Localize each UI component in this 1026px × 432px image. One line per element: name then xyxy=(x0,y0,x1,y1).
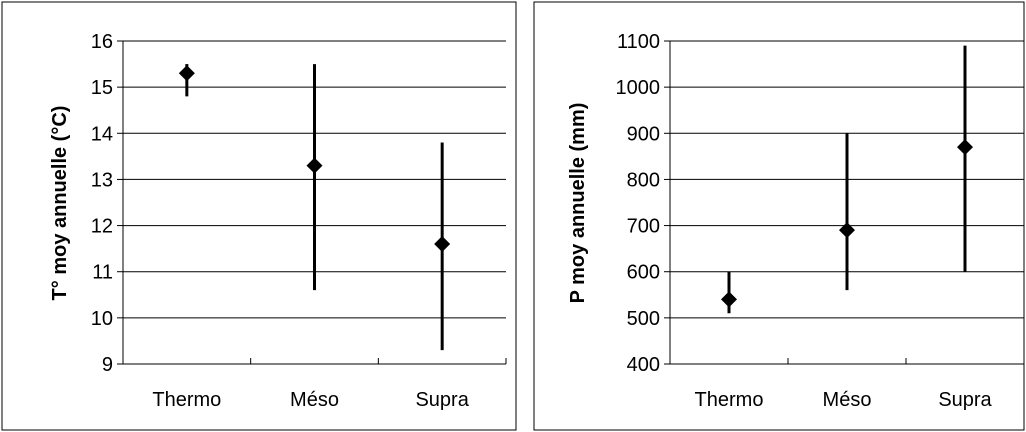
x-tick-labels: Thermo Méso Supra xyxy=(152,389,469,411)
range-marks xyxy=(178,64,451,351)
y-tick-label: 600 xyxy=(627,262,660,284)
x-tick-label: Supra xyxy=(415,389,469,411)
mean-marker xyxy=(178,65,195,82)
mean-marker xyxy=(839,222,855,239)
chart-precipitation: P moy annuelle (mm) 400 500 600 700 800 900 10… xyxy=(533,1,1025,431)
y-tick-label: 10 xyxy=(91,308,113,330)
x-tick-label: Méso xyxy=(290,389,339,411)
mean-marker xyxy=(306,157,323,174)
y-tick-label: 700 xyxy=(627,216,660,238)
y-tick-label: 9 xyxy=(102,354,113,376)
x-tick-labels: Thermo Méso Supra xyxy=(695,389,993,411)
x-tick-label: Méso xyxy=(823,389,872,411)
y-tick-labels: 9 10 11 12 13 14 15 16 xyxy=(91,31,113,376)
chart-frame xyxy=(1,1,517,431)
y-tick-label: 900 xyxy=(627,123,660,145)
axes xyxy=(664,40,1025,365)
y-tick-label: 12 xyxy=(91,216,113,238)
chart-frame xyxy=(533,1,1025,431)
y-tick-label: 13 xyxy=(91,169,113,191)
x-tick-label: Thermo xyxy=(152,389,221,411)
mean-marker xyxy=(957,139,973,156)
y-tick-label: 1100 xyxy=(617,31,660,53)
range-marks xyxy=(721,45,973,314)
y-tick-label: 1000 xyxy=(616,77,661,99)
y-tick-label: 500 xyxy=(627,308,660,330)
mean-marker xyxy=(434,236,451,253)
y-tick-label: 11 xyxy=(92,262,113,284)
y-tick-label: 14 xyxy=(91,123,113,145)
axes xyxy=(117,40,507,365)
y-tick-label: 15 xyxy=(91,77,113,99)
y-axis-title: P moy annuelle (mm) xyxy=(567,103,589,304)
y-tick-labels: 400 500 600 700 800 900 1000 1100 xyxy=(616,31,661,376)
y-tick-label: 800 xyxy=(627,169,660,191)
x-tick-label: Thermo xyxy=(695,389,764,411)
y-tick-label: 16 xyxy=(91,31,113,53)
y-tick-label: 400 xyxy=(627,354,660,376)
x-tick-label: Supra xyxy=(938,389,992,411)
mean-marker xyxy=(721,291,737,308)
y-axis-title: T° moy annuelle (°C) xyxy=(49,106,71,301)
chart-temperature: T° moy annuelle (°C) 9 10 11 12 13 14 15 16 The… xyxy=(1,1,517,431)
